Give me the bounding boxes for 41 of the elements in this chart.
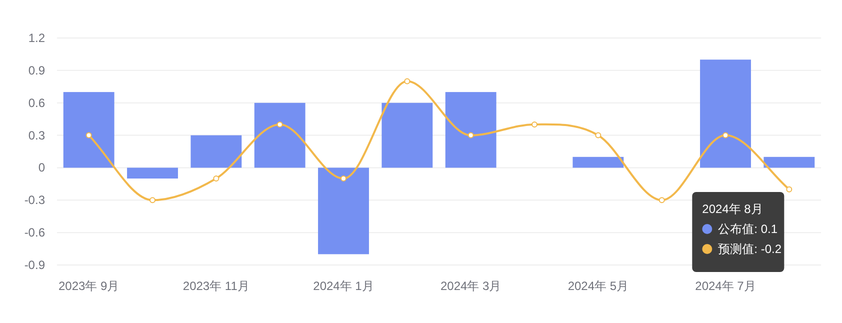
- point: [86, 132, 92, 138]
- annotation: : -0.2: [754, 242, 782, 256]
- point: [595, 132, 602, 138]
- bar: [382, 102, 433, 168]
- x-tick-label: 2023年 11月: [182, 279, 250, 293]
- point: [468, 132, 474, 138]
- point: [276, 121, 283, 128]
- bar: [254, 102, 306, 168]
- y-tick-label: 0: [38, 160, 46, 175]
- x-tick-label: 2024年 3月: [440, 279, 502, 293]
- bar: [445, 92, 496, 168]
- y-tick-label: -0.9: [24, 258, 46, 272]
- y-tick-label: 1.2: [28, 31, 46, 45]
- point: [340, 176, 346, 182]
- x-tick-label: 2023年 9月: [58, 279, 120, 293]
- point: [150, 197, 156, 204]
- point: [213, 176, 220, 182]
- point: [532, 121, 538, 128]
- x-tick-label: 2024年 1月: [313, 279, 374, 293]
- y-tick-label: 0.6: [28, 96, 46, 110]
- bar: [127, 168, 178, 179]
- y-tick-label: -0.3: [24, 193, 46, 208]
- x-tick-label: 2024年 5月: [568, 279, 629, 293]
- point: [404, 78, 410, 84]
- point: [786, 186, 792, 192]
- point: [658, 197, 665, 204]
- point: [722, 132, 728, 138]
- x-tick-label: 2024年 7月: [695, 279, 756, 293]
- annotation: : 0.1: [754, 222, 778, 236]
- legend-label: 公布值: [718, 222, 754, 236]
- bar: [318, 168, 369, 254]
- bar: [63, 92, 114, 168]
- legend-label: 预测值: [718, 242, 754, 256]
- y-tick-label: 0.9: [28, 63, 46, 78]
- bar: [190, 135, 242, 168]
- bar: [764, 156, 815, 168]
- annotation: 2024年 8月: [702, 202, 763, 216]
- y-tick-label: -0.6: [24, 226, 46, 240]
- bar: [700, 60, 751, 168]
- y-tick-label: 0.3: [28, 128, 46, 142]
- bar: [572, 156, 624, 168]
